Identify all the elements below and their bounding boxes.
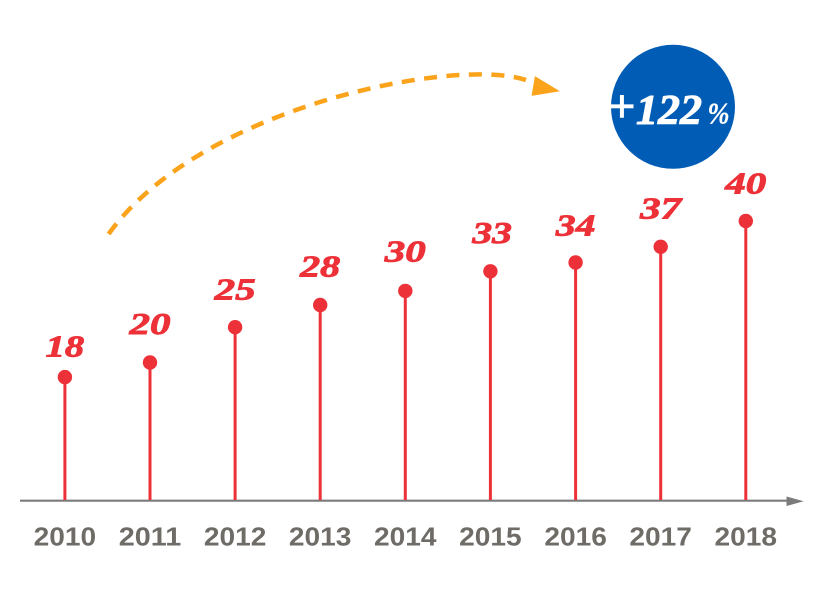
svg-text:28: 28 bbox=[299, 249, 341, 284]
svg-text:2014: 2014 bbox=[374, 522, 437, 552]
svg-text:2011: 2011 bbox=[119, 522, 182, 552]
svg-text:40: 40 bbox=[724, 166, 766, 201]
svg-text:%: % bbox=[708, 95, 730, 130]
svg-text:2012: 2012 bbox=[204, 522, 267, 552]
svg-text:18: 18 bbox=[46, 329, 85, 364]
svg-text:122: 122 bbox=[636, 88, 702, 134]
svg-text:34: 34 bbox=[555, 208, 596, 243]
svg-text:2013: 2013 bbox=[289, 522, 352, 552]
svg-text:2017: 2017 bbox=[629, 522, 692, 552]
svg-text:37: 37 bbox=[639, 191, 683, 226]
svg-text:2010: 2010 bbox=[34, 522, 97, 552]
svg-text:2016: 2016 bbox=[544, 522, 607, 552]
svg-text:+: + bbox=[608, 81, 636, 133]
svg-text:33: 33 bbox=[471, 215, 512, 250]
svg-text:25: 25 bbox=[213, 272, 255, 307]
svg-text:2015: 2015 bbox=[459, 522, 522, 552]
svg-text:2018: 2018 bbox=[715, 522, 778, 552]
svg-text:20: 20 bbox=[128, 306, 170, 341]
svg-text:30: 30 bbox=[383, 234, 425, 269]
